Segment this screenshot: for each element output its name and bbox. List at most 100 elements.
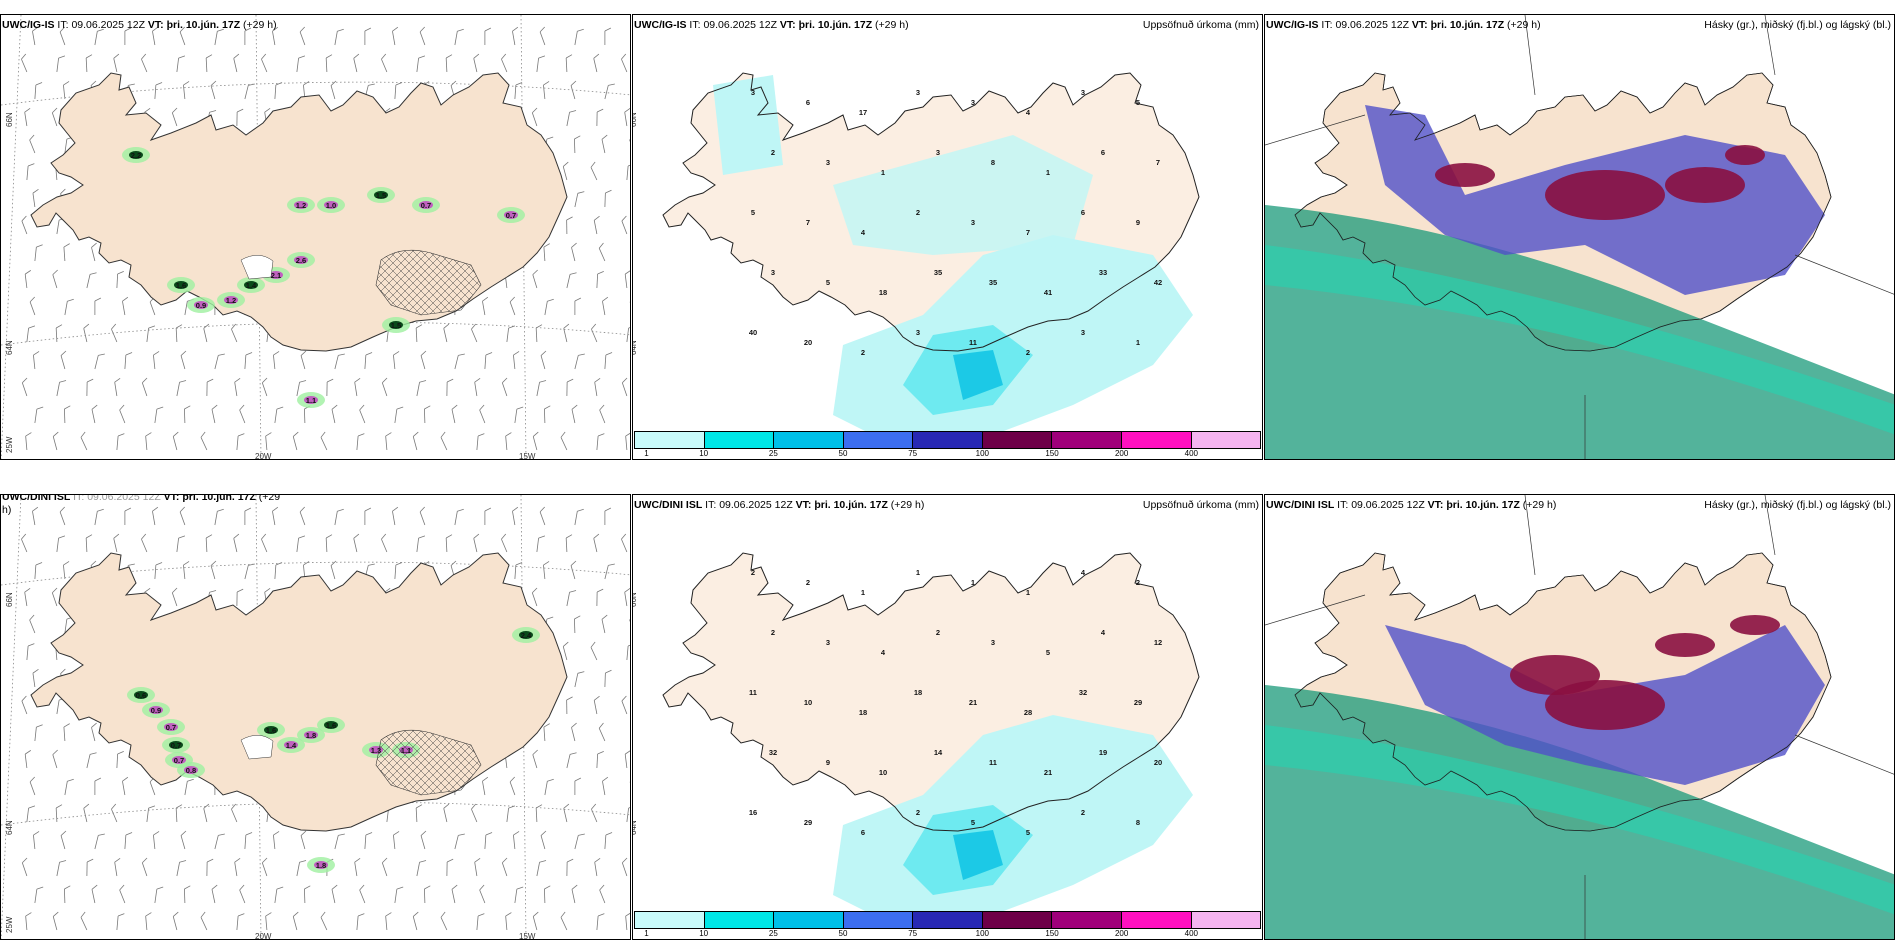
wind-barb [604, 832, 613, 850]
colorbar-tick-label: 10 [699, 449, 709, 458]
map-clouds-top [1265, 15, 1894, 459]
wind-barb [141, 857, 148, 877]
precip-value: 7 [1156, 158, 1160, 167]
wind-barb [63, 723, 70, 742]
wind-barb [34, 724, 43, 742]
map-lightning-bottom: 0.60.90.70.70.70.81.61.41.81.61.31.12.41… [1, 495, 630, 939]
precip-value: 3 [1081, 88, 1085, 97]
wind-barb [21, 53, 28, 73]
wind-barb [532, 749, 538, 769]
precip-value: 4 [1081, 568, 1086, 577]
glacier-hatch [240, 729, 482, 796]
wind-barb [420, 350, 427, 370]
wind-barb [570, 80, 577, 100]
wind-barb [506, 805, 516, 823]
wind-barb [604, 189, 612, 208]
precip-colorbar [634, 911, 1261, 929]
iceland-coastline [662, 72, 1200, 352]
wind-barb [626, 643, 630, 661]
precip-value: 2 [861, 348, 865, 357]
colorbar-tick-label: 150 [1045, 929, 1059, 938]
wind-barb [64, 885, 71, 904]
wind-barb [473, 53, 480, 73]
wind-barb [261, 533, 268, 553]
lightning-cell: 1.0 [317, 197, 345, 213]
wind-barb [621, 215, 628, 235]
vatnajokull-glacier [375, 249, 482, 316]
wind-barb [571, 404, 578, 424]
wind-barb [474, 377, 481, 397]
panel-title: UWC/IG-IS IT: 09.06.2025 12Z VT: þri. 10… [2, 19, 277, 31]
low-cloud-band [1265, 245, 1894, 435]
wind-barb [601, 614, 608, 634]
precip-value: 6 [1101, 148, 1105, 157]
wind-barb [116, 913, 125, 931]
wind-barb [513, 831, 520, 850]
wind-barb [381, 377, 388, 397]
lightning-cell: 2.4 [512, 627, 540, 643]
wind-barb [64, 778, 74, 796]
wind-barb [416, 535, 426, 553]
wind-barb [629, 614, 630, 634]
precip-zone-dark [953, 830, 1003, 880]
precip-colorbar-labels: 1 10 25 50 75 100 150 200 400 [634, 449, 1261, 459]
wind-barb [141, 377, 148, 397]
precip-value: 3 [771, 268, 775, 277]
wind-barb [381, 533, 388, 553]
wind-barb [52, 269, 58, 289]
wind-barb [33, 351, 40, 370]
wind-barb [571, 242, 577, 262]
wind-barb [236, 433, 245, 451]
wind-barb [593, 53, 600, 73]
precip-value: 5 [1136, 98, 1140, 107]
wind-barb [52, 431, 59, 451]
lightning-value: 1.8 [316, 861, 326, 870]
wind-barb [211, 884, 218, 904]
lon-label-25: 25W [5, 436, 14, 453]
high-cloud [1545, 170, 1665, 220]
wind-barb [231, 323, 238, 343]
lightning-cell: 0.6 [127, 687, 155, 703]
wind-barb [300, 350, 307, 370]
wind-barb [356, 433, 365, 451]
wind-barb [124, 352, 133, 370]
wind-barb [272, 506, 279, 526]
wind-barb [29, 776, 36, 796]
wind-barb [571, 722, 577, 742]
wind-barb [604, 352, 613, 370]
wind-barb [596, 588, 604, 607]
lon-label-20: 20W [255, 452, 272, 460]
cloud-layers [1265, 15, 1894, 459]
wind-barb [26, 163, 35, 181]
wind-barb [509, 776, 516, 796]
wind-barb [353, 53, 360, 73]
lightning-value: 1.6 [176, 281, 186, 290]
wind-barb [55, 804, 63, 823]
lightning-value: 1.8 [306, 731, 316, 740]
colorbar-cell [1191, 912, 1261, 928]
wind-barb [593, 215, 600, 235]
wind-barb [21, 215, 28, 235]
precip-value: 3 [916, 328, 920, 337]
lightning-cell: 0.7 [157, 719, 185, 735]
wind-barb [111, 803, 118, 823]
lat-label-64: 64N [5, 820, 14, 835]
high-cloud [1665, 167, 1745, 203]
lightning-value: 2.6 [296, 256, 306, 265]
wind-barb [626, 163, 630, 181]
wind-barb [532, 911, 539, 931]
wind-barb [412, 911, 419, 931]
wind-barb [543, 243, 550, 262]
wind-barb [543, 561, 550, 580]
wind-barb [52, 749, 58, 769]
wind-barb [440, 911, 448, 931]
cloud-layers [1265, 495, 1894, 939]
lightning-cell: 1.2 [287, 197, 315, 213]
wind-barb [563, 803, 570, 823]
wind-barb [274, 886, 284, 904]
wind-barb [179, 506, 186, 526]
wind-barb [236, 913, 245, 931]
colorbar-tick-label: 25 [768, 929, 778, 938]
wind-barb [261, 857, 268, 877]
wind-barb [385, 912, 392, 931]
